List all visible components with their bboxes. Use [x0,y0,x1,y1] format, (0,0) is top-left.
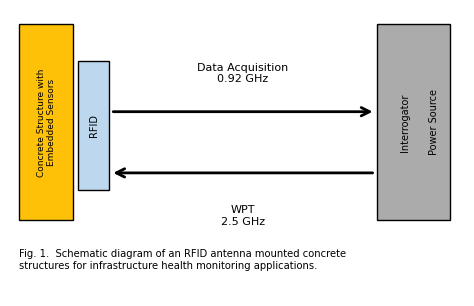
Text: Interrogator: Interrogator [400,93,410,151]
Bar [19,24,73,220]
Text: Power Source: Power Source [429,89,439,155]
Text: Data Acquisition
0.92 GHz: Data Acquisition 0.92 GHz [197,63,288,84]
Text: RFID: RFID [89,114,99,137]
Text: Concrete Structure with
Embedded Sensors: Concrete Structure with Embedded Sensors [36,68,56,177]
Bar [377,24,450,220]
Text: Fig. 1.  Schematic diagram of an RFID antenna mounted concrete
structures for in: Fig. 1. Schematic diagram of an RFID ant… [19,249,346,271]
Text: WPT
2.5 GHz: WPT 2.5 GHz [220,205,265,226]
Bar [78,61,109,190]
